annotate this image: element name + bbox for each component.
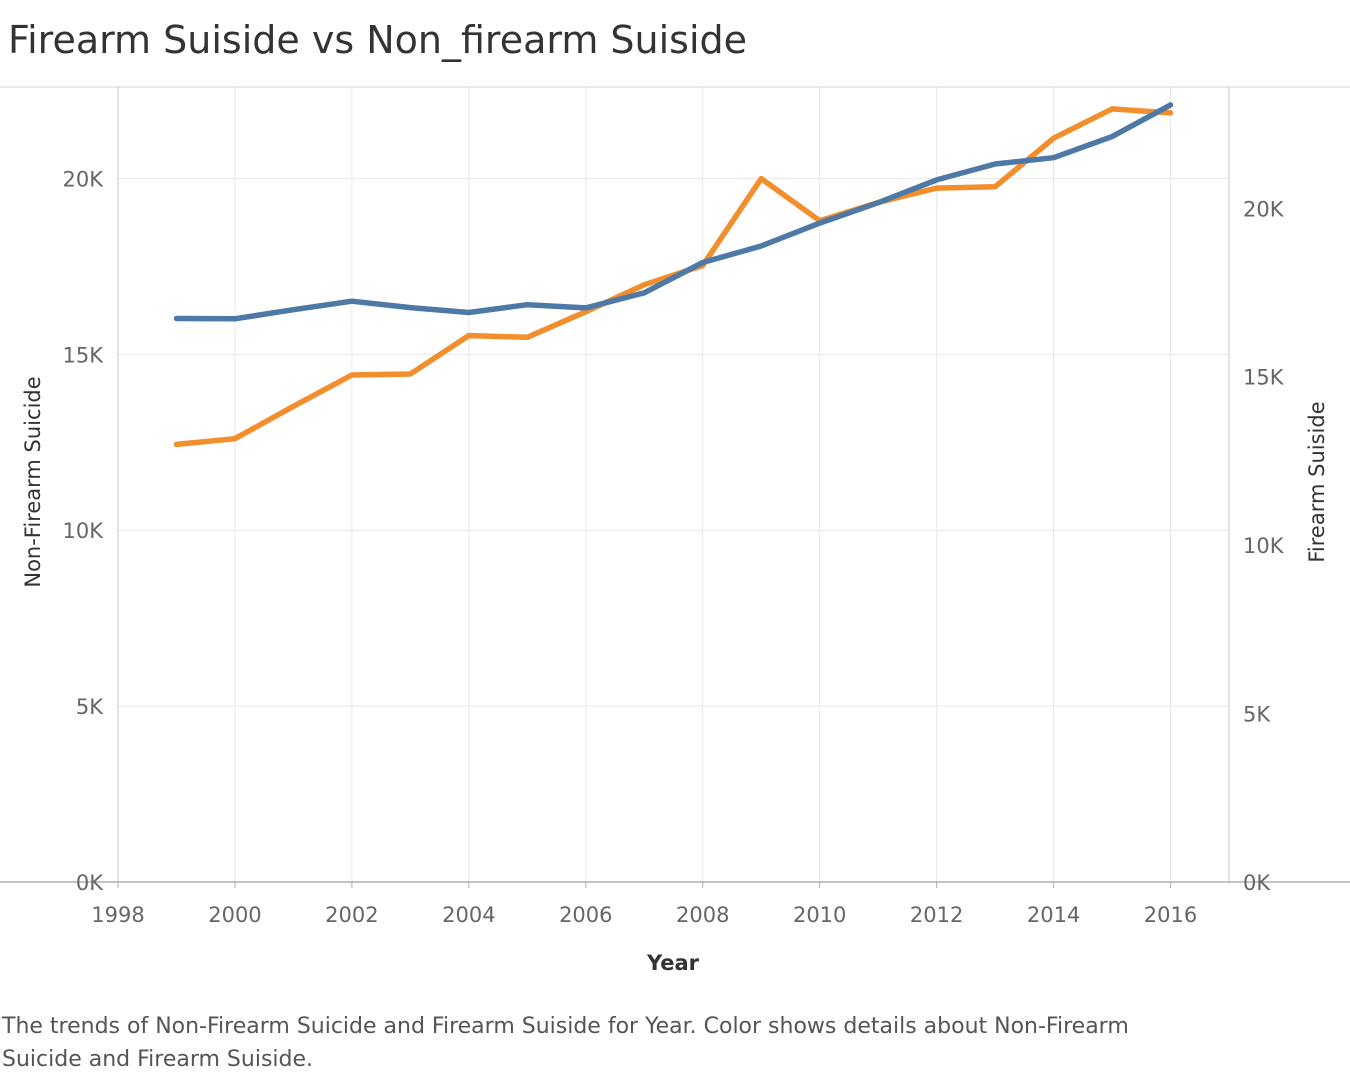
x-tick-label: 2000	[208, 903, 261, 927]
line-chart: 1998 2000 2002 2004 2006 2008 2010 2012 2014 2016…	[0, 86, 1350, 975]
right-y-tick-label: 5K	[1243, 703, 1271, 727]
left-y-tick-label: 15K	[63, 343, 105, 367]
left-y-tick-label: 0K	[76, 871, 104, 895]
x-tick-label: 2008	[676, 903, 729, 927]
left-y-axis-title: Non-Firearm Suicide	[21, 376, 45, 587]
series-lines	[173, 102, 1174, 448]
left-y-tick-label: 5K	[76, 695, 104, 719]
left-y-tick-label: 20K	[63, 167, 105, 191]
chart-title: Firearm Suiside vs Non_firearm Suiside	[8, 18, 748, 62]
right-y-tick-label: 10K	[1243, 534, 1285, 558]
x-tick-label: 1998	[91, 903, 144, 927]
x-axis-title: Year	[646, 951, 700, 975]
chart-caption: The trends of Non-Firearm Suicide and Fi…	[2, 1014, 1129, 1072]
x-tick-label: 2006	[559, 903, 612, 927]
x-tick-label: 2004	[442, 903, 495, 927]
left-y-tick-label: 10K	[63, 519, 105, 543]
horizontal-gridlines	[118, 177, 1229, 707]
right-y-tick-label: 0K	[1243, 871, 1271, 895]
x-axis-ticks: 1998 2000 2002 2004 2006 2008 2010 2012 2014 2016	[91, 882, 1197, 927]
x-tick-label: 2010	[793, 903, 846, 927]
right-y-axis-title: Firearm Suiside	[1305, 401, 1329, 562]
left-y-tick-labels: 0K 5K 10K 15K 20K	[63, 167, 105, 895]
vertical-gridlines	[234, 87, 1172, 882]
right-y-tick-label: 15K	[1243, 366, 1285, 390]
x-tick-label: 2014	[1027, 903, 1080, 927]
series-line-non-firearm-suicide	[173, 102, 1174, 322]
x-tick-label: 2002	[325, 903, 378, 927]
x-tick-label: 2016	[1144, 903, 1197, 927]
right-y-tick-label: 20K	[1243, 197, 1285, 221]
right-y-tick-labels: 0K 5K 10K 15K 20K	[1243, 197, 1285, 895]
x-tick-label: 2012	[910, 903, 963, 927]
